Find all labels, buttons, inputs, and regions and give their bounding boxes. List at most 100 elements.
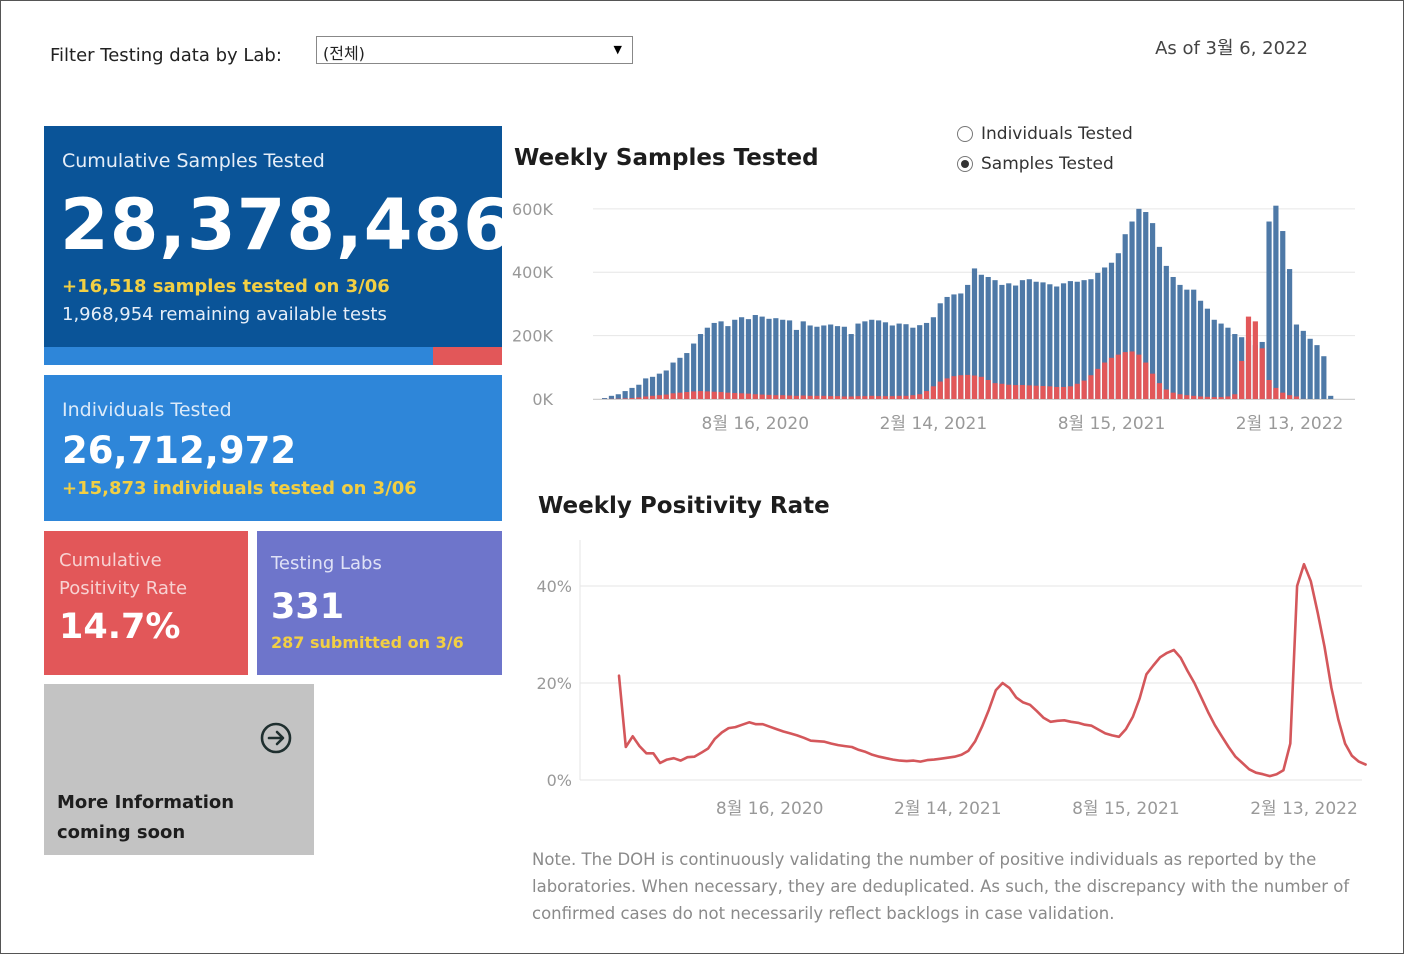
bar-positive [992, 383, 998, 399]
bar-tested [670, 362, 676, 399]
bar-tested [622, 391, 628, 399]
bar-positive [917, 394, 923, 399]
cumulative-samples-card: Cumulative Samples Tested 28,378,486 +16… [44, 126, 512, 348]
bar-positive [1191, 395, 1197, 399]
bar-tested [841, 326, 847, 399]
x-tick-label: 8월 15, 2021 [1072, 799, 1180, 819]
y-tick-label: 600K [512, 200, 554, 219]
positivity-rate-card: Cumulative Positivity Rate 14.7% [44, 531, 248, 675]
bar-tested [704, 327, 710, 399]
positivity-rate-label: Cumulative Positivity Rate [59, 550, 188, 599]
bar-tested [1300, 330, 1306, 399]
bar-positive [793, 395, 799, 399]
y-tick-label: 20% [536, 674, 572, 693]
bar-tested [800, 321, 806, 399]
bar-positive [1232, 394, 1238, 399]
bar-tested [923, 322, 930, 399]
bar-tested [1197, 300, 1204, 399]
bar-tested [1150, 223, 1156, 399]
bar-positive [978, 376, 984, 399]
bar-positive [656, 395, 662, 399]
lab-filter-dropdown[interactable]: (전체) ▼ [316, 36, 633, 64]
labs-submitted-text: 287 submitted on 3/6 [271, 633, 464, 652]
bar-positive [677, 392, 683, 399]
bar-positive [1013, 385, 1019, 399]
bar-tested [615, 394, 621, 399]
toggle-individuals-tested[interactable]: Individuals Tested [957, 124, 1133, 144]
toggle-samples-tested[interactable]: Samples Tested [957, 154, 1114, 174]
bar-tested [965, 284, 971, 399]
bar-positive [1143, 362, 1149, 399]
bar-positive [1060, 386, 1067, 399]
y-tick-label: 0% [547, 771, 572, 790]
bar-positive [643, 396, 649, 399]
weekly-positivity-chart: 0% 20% 40% 8월 16, 2020 2월 14, 2021 8월 15, 202… [536, 540, 1367, 819]
bar-tested [971, 268, 978, 399]
bar-positive [752, 394, 758, 399]
bar-positive [766, 394, 772, 399]
bar-positive [1033, 385, 1039, 399]
bar-positive [951, 376, 957, 399]
bar-positive [1129, 351, 1135, 399]
bar-tested [629, 387, 635, 399]
bar-positive [732, 392, 738, 399]
more-information-card[interactable]: More Information coming soon [44, 684, 314, 855]
bar-positive [1273, 387, 1279, 399]
positivity-line [617, 562, 1367, 778]
bar-positive [1177, 394, 1183, 399]
daily-samples-text: +16,518 samples tested on 3/06 [62, 276, 390, 297]
bar-tested [951, 294, 957, 399]
bar-tested [1184, 289, 1190, 399]
remaining-tests-text: 1,968,954 remaining available tests [62, 304, 387, 325]
bar-tested [1163, 265, 1169, 399]
lab-filter-value: (전체) [323, 44, 365, 63]
bar-tested [862, 321, 868, 399]
bar-positive [1122, 352, 1128, 399]
bar-tested [1143, 212, 1149, 399]
bar-positive [862, 396, 868, 399]
bar-tested [876, 320, 882, 399]
bar-tested [691, 343, 697, 399]
bar-tested [814, 326, 820, 399]
bar-positive [718, 392, 724, 399]
bar-tested [807, 325, 813, 399]
bar-tested [1156, 246, 1163, 399]
bar-tested [780, 319, 786, 399]
bar-tested [677, 357, 683, 399]
bar-tested [1129, 221, 1135, 399]
bar-positive [1156, 383, 1163, 399]
bar-tested [1293, 324, 1300, 399]
bar-tested [1232, 334, 1238, 399]
bar-tested [773, 318, 779, 399]
bar-positive [780, 395, 786, 399]
bar-positive [910, 395, 916, 399]
bar-tested [910, 327, 916, 399]
bar-positive [1204, 396, 1210, 399]
bar-positive [1136, 354, 1142, 399]
radio-unselected-icon [957, 126, 973, 142]
individuals-tested-value: 26,712,972 [62, 429, 297, 472]
bar-tested [1054, 286, 1060, 399]
bar-positive [1239, 360, 1245, 399]
bar-tested [889, 325, 895, 399]
bar-positive [903, 395, 909, 399]
lab-filter-label: Filter Testing data by Lab: [50, 45, 282, 66]
bar-positive [1211, 397, 1217, 399]
bar-tested [1177, 284, 1183, 399]
bar-tested [944, 296, 950, 399]
arrow-right-circle-icon[interactable] [260, 722, 292, 754]
bar-tested [978, 274, 984, 399]
bar-tested [958, 293, 964, 399]
bar-tested [711, 322, 717, 399]
bar-positive [1074, 383, 1080, 399]
bar-tested [759, 316, 765, 399]
bar-positive [930, 386, 936, 399]
bar-tested [1026, 279, 1032, 399]
bar-positive [807, 395, 813, 399]
bar-tested [1314, 345, 1320, 399]
bar-positive [725, 392, 731, 399]
bar-positive [1252, 321, 1258, 399]
x-tick-label: 2월 13, 2022 [1250, 799, 1358, 819]
bar-tested [766, 318, 772, 399]
bar-positive [1280, 392, 1286, 399]
